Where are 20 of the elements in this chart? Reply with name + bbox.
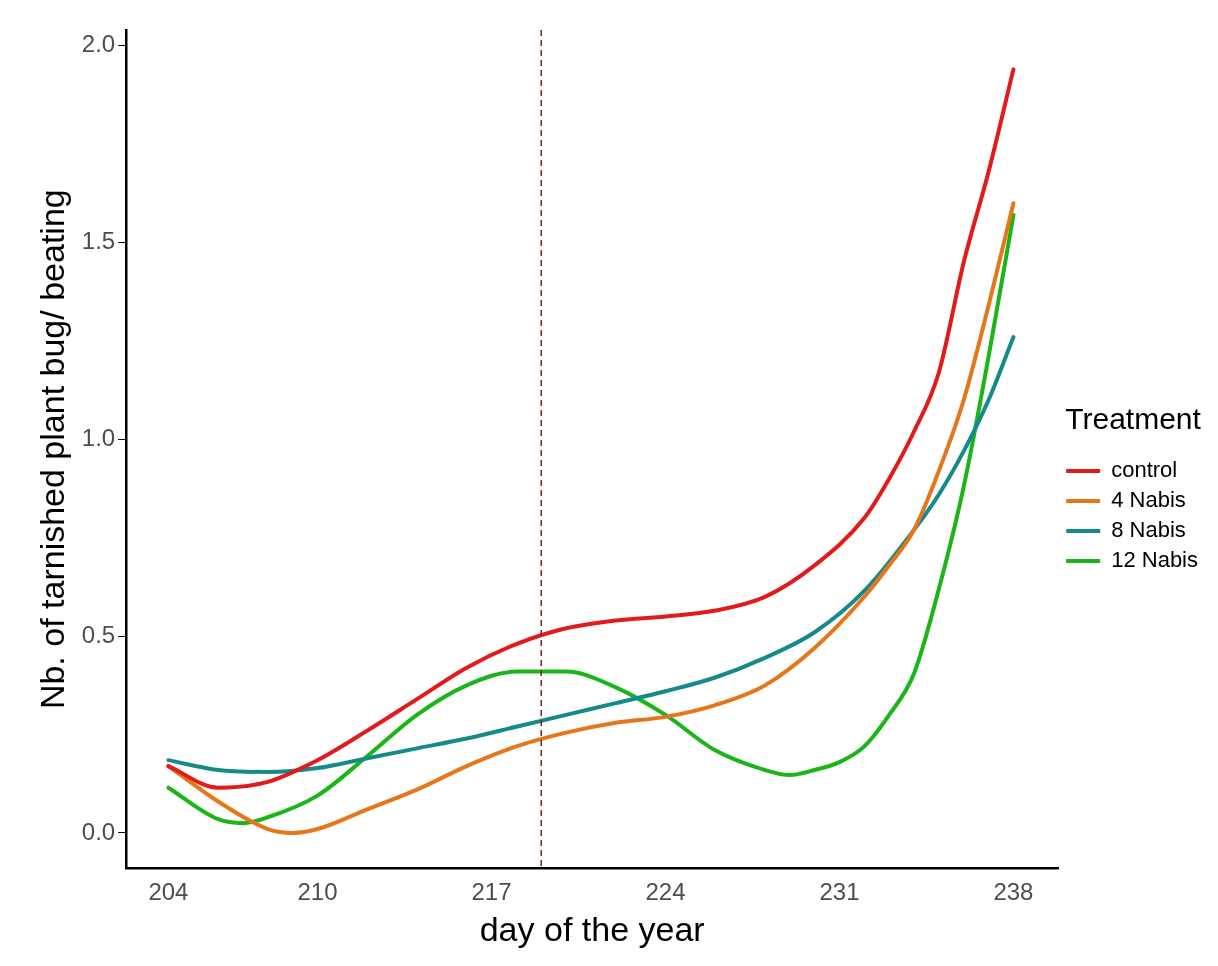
x-tick-label: 210 xyxy=(297,878,338,906)
line-series xyxy=(166,67,1016,790)
x-tick-label: 224 xyxy=(645,878,686,906)
legend-label: 4 Nabis xyxy=(1111,487,1186,513)
x-tick-label: 217 xyxy=(471,878,512,906)
y-tick-label: 1.5 xyxy=(81,227,116,255)
legend-label: 12 Nabis xyxy=(1111,547,1199,573)
y-tick-label: 0.5 xyxy=(81,620,116,648)
x-tick-label: 204 xyxy=(148,878,189,906)
x-axis-title: day of the year xyxy=(479,909,705,948)
line-series xyxy=(166,335,1016,774)
legend-label: control xyxy=(1111,457,1178,483)
y-axis-title: Nb. of tarnished plant bug/ beating xyxy=(32,189,71,710)
legend-label: 8 Nabis xyxy=(1111,517,1186,543)
x-tick-label: 231 xyxy=(819,878,860,906)
y-tick-label: 2.0 xyxy=(81,30,116,58)
y-tick-label: 0.0 xyxy=(81,817,116,845)
y-tick-label: 1.0 xyxy=(81,423,116,451)
legend-title: Treatment xyxy=(1065,402,1202,436)
x-tick-label: 238 xyxy=(993,878,1034,906)
